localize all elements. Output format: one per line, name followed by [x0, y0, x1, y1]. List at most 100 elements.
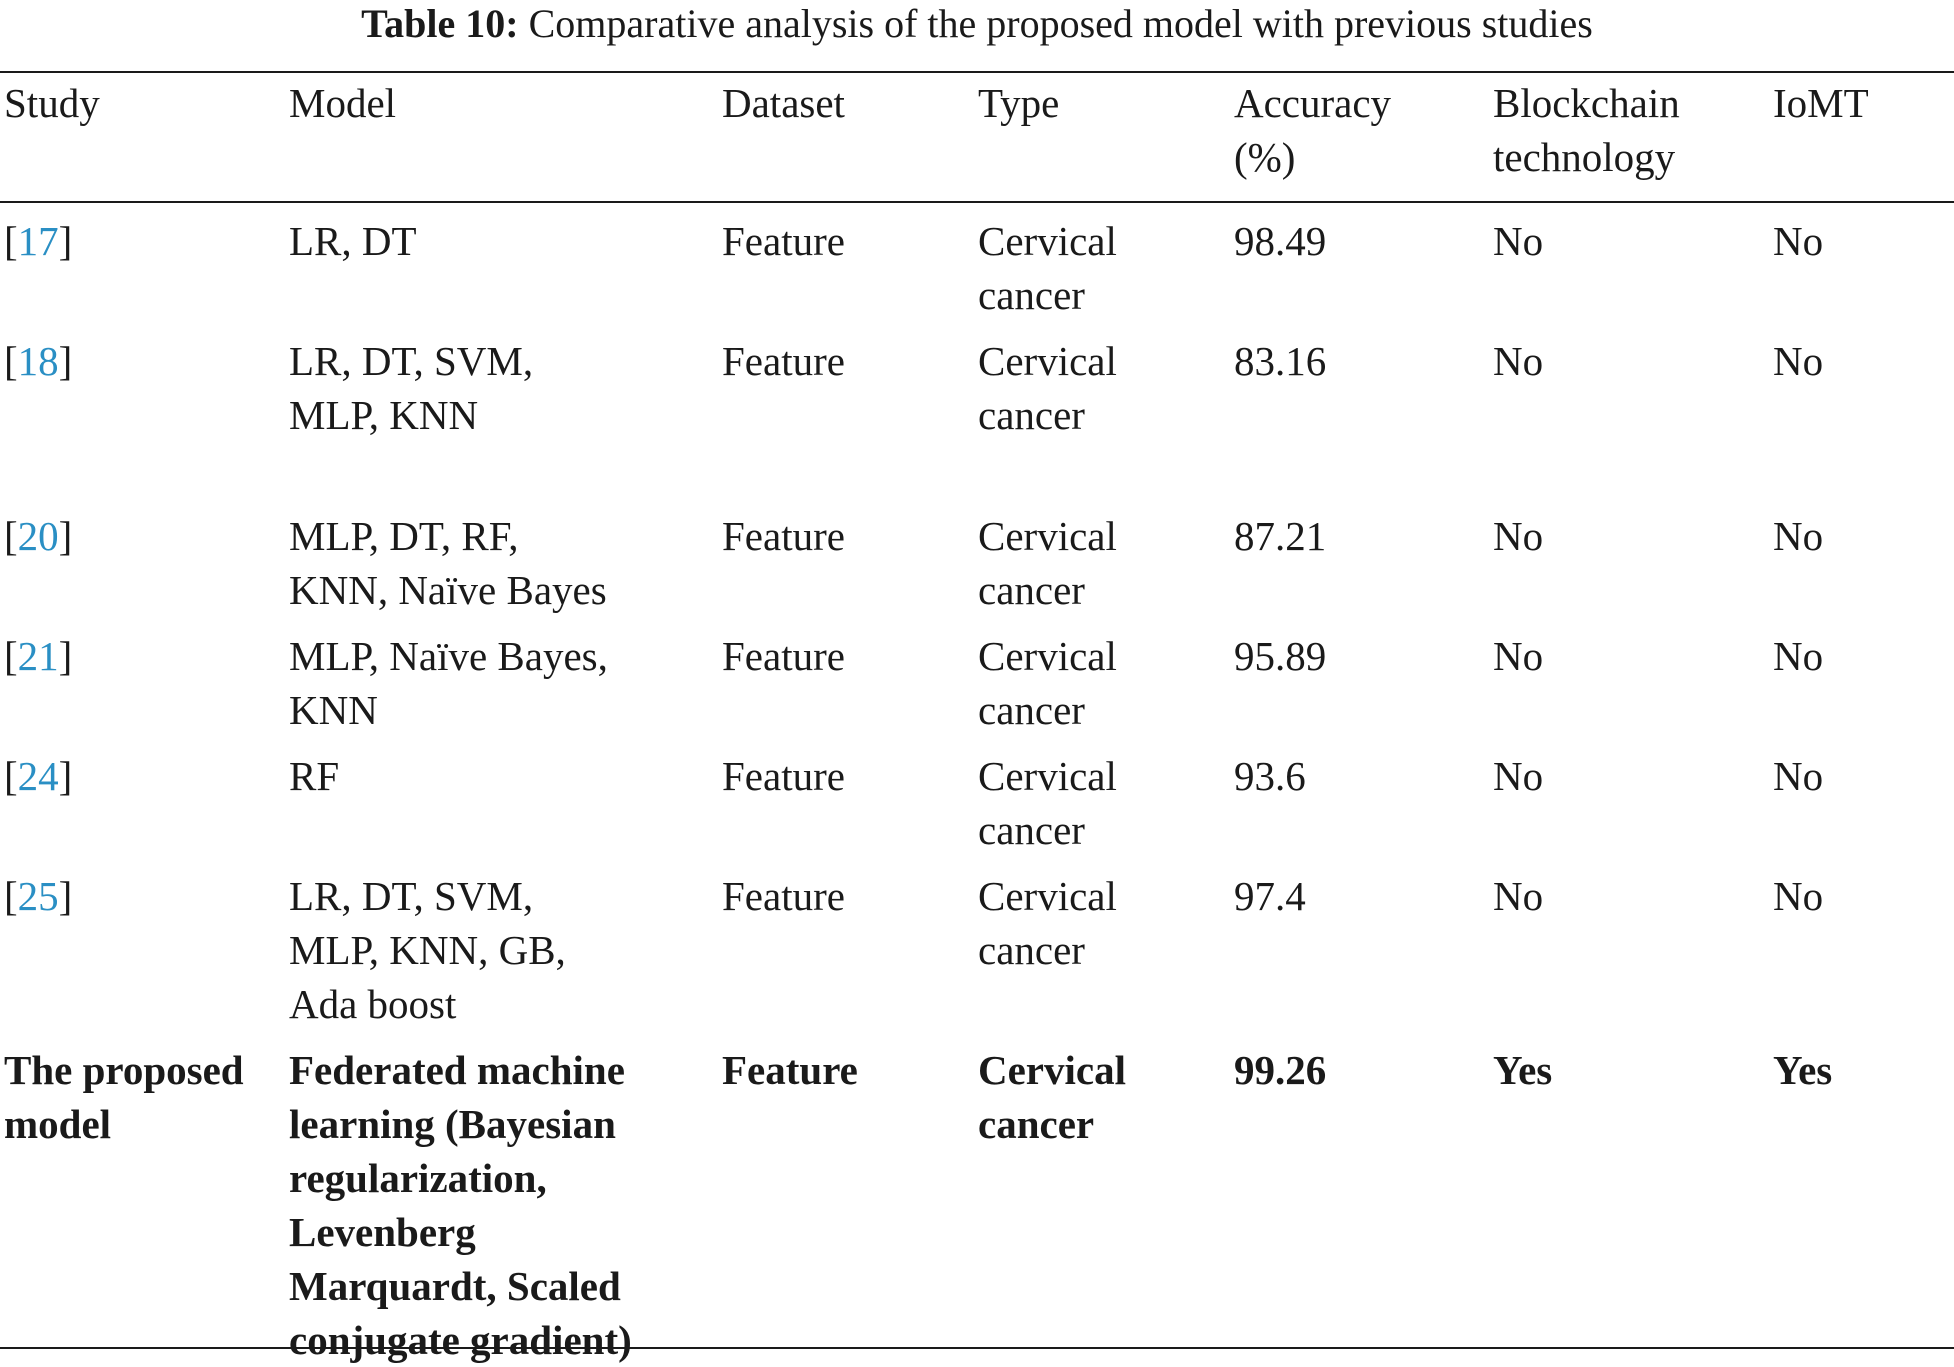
study-cell: [20]: [4, 513, 73, 559]
citation-link[interactable]: 18: [17, 338, 59, 384]
type-line: cancer: [978, 687, 1085, 733]
model-cell: Federated machine learning (Bayesian reg…: [285, 1031, 718, 1367]
type-line: Cervical: [978, 1047, 1126, 1093]
blockchain-cell: No: [1493, 218, 1544, 264]
model-line: Ada boost: [289, 981, 457, 1027]
bottom-rule: [0, 1347, 1954, 1349]
type-cell: Cervical cancer: [974, 857, 1230, 1031]
iomt-cell: No: [1773, 753, 1824, 799]
type-cell: Cervical cancer: [974, 322, 1230, 497]
comparison-table: Study Model Dataset Type Accuracy (%) Bl…: [0, 76, 1954, 1367]
study-cell: [21]: [4, 633, 73, 679]
accuracy-cell: 95.89: [1234, 633, 1327, 679]
model-line: regularization,: [289, 1155, 547, 1201]
type-line: Cervical: [978, 513, 1117, 559]
header-blockchain-line1: Blockchain: [1493, 80, 1680, 126]
citation-link[interactable]: 25: [17, 873, 59, 919]
accuracy-cell: 93.6: [1234, 753, 1306, 799]
study-line: The proposed: [4, 1047, 244, 1093]
model-line: Marquardt, Scaled: [289, 1263, 621, 1309]
blockchain-cell: No: [1493, 753, 1544, 799]
type-line: Cervical: [978, 873, 1117, 919]
type-cell: Cervical cancer: [974, 1031, 1230, 1367]
model-line: RF: [289, 753, 340, 799]
table-row: [24] RF Feature Cervical cancer 93.6 No N…: [0, 737, 1954, 857]
header-type-label: Type: [978, 80, 1060, 126]
type-line: cancer: [978, 392, 1085, 438]
study-cell: [24]: [4, 753, 73, 799]
header-rule: [0, 201, 1954, 203]
type-line: Cervical: [978, 338, 1117, 384]
type-cell: Cervical cancer: [974, 497, 1230, 617]
study-cell: [18]: [4, 338, 73, 384]
model-cell: RF: [285, 737, 718, 857]
blockchain-cell: No: [1493, 633, 1544, 679]
accuracy-cell: 99.26: [1234, 1047, 1327, 1093]
model-cell: LR, DT: [285, 202, 718, 322]
study-line: model: [4, 1101, 112, 1147]
dataset-cell: Feature: [722, 218, 845, 264]
header-dataset-label: Dataset: [722, 80, 845, 126]
header-accuracy: Accuracy (%): [1230, 76, 1489, 202]
dataset-cell: Feature: [722, 1047, 858, 1093]
dataset-cell: Feature: [722, 873, 845, 919]
model-cell: MLP, DT, RF, KNN, Naïve Bayes: [285, 497, 718, 617]
type-line: cancer: [978, 1101, 1095, 1147]
table-row: [20] MLP, DT, RF, KNN, Naïve Bayes Featur…: [0, 497, 1954, 617]
type-line: Cervical: [978, 633, 1117, 679]
type-cell: Cervical cancer: [974, 617, 1230, 737]
model-cell: MLP, Naïve Bayes, KNN: [285, 617, 718, 737]
model-line: KNN, Naïve Bayes: [289, 567, 607, 613]
accuracy-cell: 87.21: [1234, 513, 1327, 559]
header-accuracy-line1: Accuracy: [1234, 80, 1392, 126]
iomt-cell: No: [1773, 338, 1824, 384]
dataset-cell: Feature: [722, 338, 845, 384]
model-line: Levenberg: [289, 1209, 476, 1255]
model-cell: LR, DT, SVM, MLP, KNN: [285, 322, 718, 497]
header-study-label: Study: [4, 80, 100, 126]
citation-link[interactable]: 20: [17, 513, 59, 559]
type-line: Cervical: [978, 753, 1117, 799]
proposed-model-row: The proposed model Federated machine lear…: [0, 1031, 1954, 1367]
header-dataset: Dataset: [718, 76, 974, 202]
dataset-cell: Feature: [722, 633, 845, 679]
header-study: Study: [0, 76, 285, 202]
top-rule: [0, 71, 1954, 73]
model-line: LR, DT, SVM,: [289, 338, 534, 384]
citation-link[interactable]: 21: [17, 633, 59, 679]
type-line: cancer: [978, 927, 1085, 973]
citation-link[interactable]: 24: [17, 753, 59, 799]
header-type: Type: [974, 76, 1230, 202]
type-line: Cervical: [978, 218, 1117, 264]
iomt-cell: No: [1773, 633, 1824, 679]
header-iomt: IoMT: [1769, 76, 1954, 202]
accuracy-cell: 97.4: [1234, 873, 1306, 919]
iomt-cell: No: [1773, 513, 1824, 559]
study-cell: The proposed model: [0, 1031, 285, 1367]
model-line: Federated machine: [289, 1047, 625, 1093]
model-line: MLP, KNN, GB,: [289, 927, 566, 973]
dataset-cell: Feature: [722, 753, 845, 799]
citation-link[interactable]: 17: [17, 218, 59, 264]
model-line: conjugate gradient): [289, 1317, 632, 1363]
model-line: LR, DT, SVM,: [289, 873, 534, 919]
table-row: [17] LR, DT Feature Cervical cancer 98.49…: [0, 202, 1954, 322]
iomt-cell: No: [1773, 873, 1824, 919]
header-accuracy-line2: (%): [1234, 134, 1296, 180]
type-line: cancer: [978, 807, 1085, 853]
iomt-cell: No: [1773, 218, 1824, 264]
type-cell: Cervical cancer: [974, 737, 1230, 857]
model-cell: LR, DT, SVM, MLP, KNN, GB, Ada boost: [285, 857, 718, 1031]
study-cell: [17]: [4, 218, 73, 264]
model-line: MLP, KNN: [289, 392, 479, 438]
type-line: cancer: [978, 567, 1085, 613]
header-model-label: Model: [289, 80, 397, 126]
header-row: Study Model Dataset Type Accuracy (%) Bl…: [0, 76, 1954, 202]
blockchain-cell: No: [1493, 338, 1544, 384]
header-blockchain: Blockchain technology: [1489, 76, 1769, 202]
type-line: cancer: [978, 272, 1085, 318]
iomt-cell: Yes: [1773, 1047, 1833, 1093]
model-line: LR, DT: [289, 218, 417, 264]
table-row: [21] MLP, Naïve Bayes, KNN Feature Cervic…: [0, 617, 1954, 737]
table-row: [25] LR, DT, SVM, MLP, KNN, GB, Ada boost …: [0, 857, 1954, 1031]
